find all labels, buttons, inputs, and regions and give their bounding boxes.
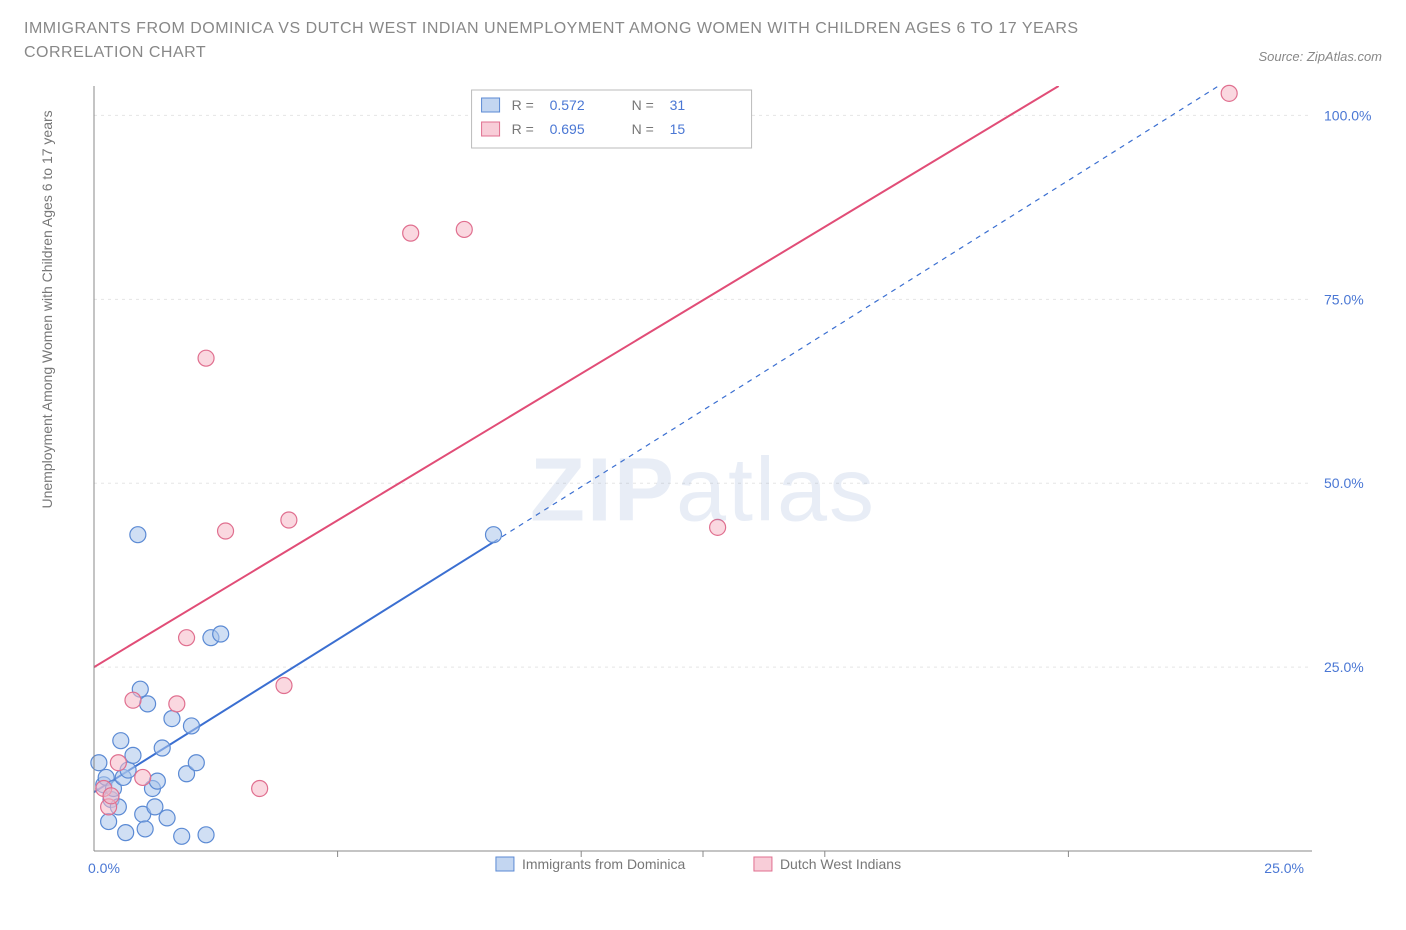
svg-text:R =: R = <box>512 121 534 137</box>
svg-text:100.0%: 100.0% <box>1324 107 1371 123</box>
svg-text:Unemployment Among Women with: Unemployment Among Women with Children A… <box>39 110 55 508</box>
svg-text:75.0%: 75.0% <box>1324 291 1364 307</box>
svg-text:25.0%: 25.0% <box>1324 659 1364 675</box>
svg-text:50.0%: 50.0% <box>1324 475 1364 491</box>
svg-text:Dutch West Indians: Dutch West Indians <box>780 856 901 872</box>
source-attribution: Source: ZipAtlas.com <box>1258 49 1382 64</box>
correlation-scatter-chart: 25.0% 50.0% 75.0% 100.0% 0.0% 25.0% Unemployme… <box>24 76 1382 906</box>
header-row: CORRELATION CHART Source: ZipAtlas.com <box>24 44 1382 68</box>
svg-text:31: 31 <box>670 97 686 113</box>
svg-text:N =: N = <box>632 121 654 137</box>
svg-text:0.572: 0.572 <box>550 97 585 113</box>
svg-text:Immigrants from Dominica: Immigrants from Dominica <box>522 856 686 872</box>
svg-text:15: 15 <box>670 121 686 137</box>
svg-text:0.0%: 0.0% <box>88 860 120 876</box>
svg-text:R =: R = <box>512 97 534 113</box>
svg-text:0.695: 0.695 <box>550 121 585 137</box>
chart-svg: 25.0% 50.0% 75.0% 100.0% 0.0% 25.0% Unemployme… <box>24 76 1382 906</box>
chart-title-line2: CORRELATION CHART <box>24 44 206 62</box>
svg-text:25.0%: 25.0% <box>1264 860 1304 876</box>
svg-text:N =: N = <box>632 97 654 113</box>
chart-title-line1: IMMIGRANTS FROM DOMINICA VS DUTCH WEST I… <box>24 20 1382 38</box>
